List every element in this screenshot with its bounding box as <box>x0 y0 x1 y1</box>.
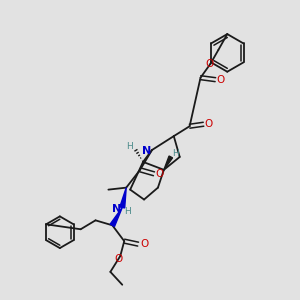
Text: O: O <box>204 119 213 129</box>
Text: N: N <box>112 204 121 214</box>
Text: H: H <box>172 149 179 158</box>
Polygon shape <box>110 208 122 226</box>
Text: O: O <box>114 254 122 264</box>
Text: O: O <box>216 75 224 85</box>
Text: H: H <box>126 142 133 151</box>
Text: O: O <box>156 169 164 179</box>
Text: O: O <box>205 59 214 69</box>
Polygon shape <box>164 156 172 170</box>
Text: H: H <box>124 207 130 216</box>
Text: N: N <box>142 146 152 156</box>
Polygon shape <box>120 188 126 208</box>
Text: O: O <box>140 239 148 249</box>
